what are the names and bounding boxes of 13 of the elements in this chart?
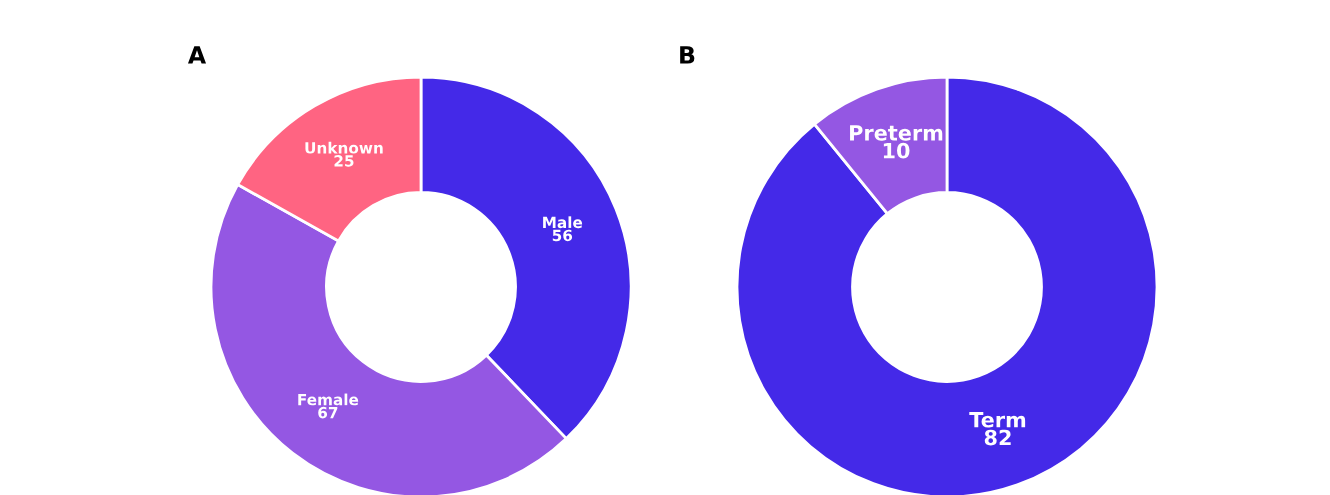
slice-label: Preterm bbox=[850, 125, 943, 141]
data-label: 25 bbox=[334, 155, 354, 167]
data-label: 10 bbox=[883, 142, 910, 159]
data-label: 67 bbox=[318, 406, 338, 419]
donut-slice bbox=[735, 75, 1159, 495]
slice-label: Male bbox=[543, 216, 583, 229]
chart-title: A bbox=[187, 46, 207, 64]
slice-label: Unknown bbox=[305, 141, 383, 154]
chart-title: B bbox=[680, 46, 695, 64]
slice-label: Term bbox=[969, 412, 1026, 428]
slice-label: Female bbox=[298, 393, 359, 406]
data-label: 82 bbox=[984, 429, 1011, 446]
data-label: 56 bbox=[552, 229, 573, 242]
